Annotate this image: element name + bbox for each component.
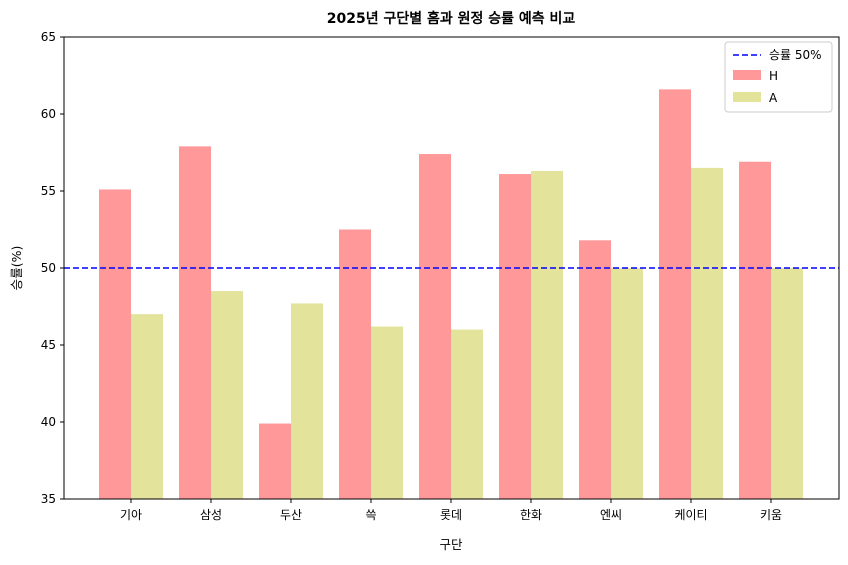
bar-A-2 bbox=[291, 303, 323, 499]
bar-A-5 bbox=[531, 170, 563, 500]
legend-label-A: A bbox=[769, 91, 778, 105]
y-tick-label-2: 45 bbox=[41, 338, 56, 352]
chart-title: 2025년 구단별 홈과 원정 승률 예측 비교 bbox=[327, 10, 576, 27]
legend: 승률 50% HA bbox=[724, 41, 833, 113]
bar-A-0 bbox=[131, 314, 163, 499]
x-tick-label-5: 한화 bbox=[520, 508, 542, 522]
x-tick-label-4: 롯데 bbox=[440, 508, 462, 522]
bar-H-0 bbox=[99, 189, 131, 499]
y-axis: 35 40 45 50 55 60 65 bbox=[41, 30, 64, 506]
bars-layer bbox=[99, 89, 803, 500]
bar-A-3 bbox=[371, 326, 403, 499]
y-tick-label-4: 55 bbox=[41, 184, 56, 198]
y-tick-label-0: 35 bbox=[41, 492, 56, 506]
bar-A-6 bbox=[611, 268, 643, 499]
legend-swatch-H bbox=[733, 70, 761, 80]
y-axis-label: 승률(%) bbox=[9, 246, 24, 291]
x-tick-label-6: 엔씨 bbox=[600, 508, 622, 522]
legend-label-H: H bbox=[769, 69, 778, 83]
bar-H-8 bbox=[739, 161, 771, 500]
bar-A-8 bbox=[771, 268, 803, 499]
x-axis: 기아 삼성 두산 쓱 롯데 한화 엔씨 케이티 키움 bbox=[120, 499, 782, 522]
x-tick-label-2: 두산 bbox=[280, 508, 302, 522]
bar-A-7 bbox=[691, 167, 723, 499]
bar-H-7 bbox=[659, 89, 691, 500]
legend-label-reference: 승률 50% bbox=[769, 48, 822, 62]
x-tick-label-0: 기아 bbox=[120, 508, 142, 522]
x-tick-label-8: 키움 bbox=[760, 508, 782, 522]
bar-H-3 bbox=[339, 229, 371, 499]
bar-H-1 bbox=[179, 146, 211, 499]
y-tick-label-3: 50 bbox=[41, 261, 56, 275]
bar-H-4 bbox=[419, 154, 451, 500]
bar-H-5 bbox=[499, 174, 531, 499]
y-tick-label-5: 60 bbox=[41, 107, 56, 121]
y-tick-label-6: 65 bbox=[41, 30, 56, 44]
bar-A-1 bbox=[211, 291, 243, 499]
x-axis-label: 구단 bbox=[439, 537, 463, 552]
x-tick-label-7: 케이티 bbox=[674, 508, 707, 522]
x-tick-label-1: 삼성 bbox=[200, 508, 222, 522]
legend-swatch-A bbox=[733, 92, 761, 102]
y-tick-label-1: 40 bbox=[41, 415, 56, 429]
bar-A-4 bbox=[451, 329, 483, 499]
x-tick-label-3: 쓱 bbox=[365, 508, 376, 522]
bar-H-2 bbox=[259, 423, 291, 499]
bar-H-6 bbox=[579, 240, 611, 499]
